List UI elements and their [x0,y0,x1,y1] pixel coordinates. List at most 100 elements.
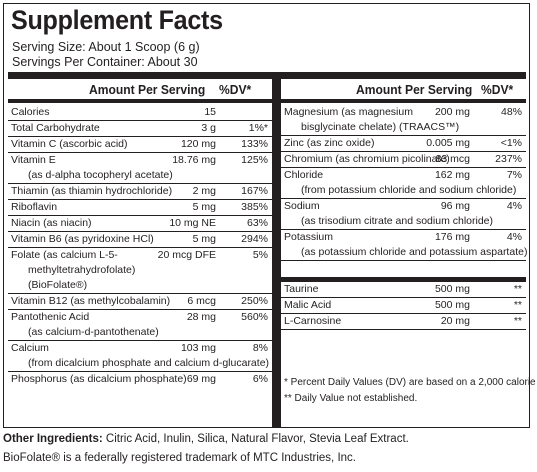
nutrient-source: methyltetrahydrofolate) [28,264,136,276]
nutrient-row: Niacin (as niacin) 10 mg NE 63% [8,216,272,232]
left-header-divider [8,99,272,103]
right-dv-header: %DV* [481,82,514,97]
nutrient-dv: 167% [241,185,268,197]
nutrient-dv: 133% [241,138,268,150]
nutrient-name: Zinc (as zinc oxide) [284,137,375,149]
nutrient-row: Folate (as calcium L-5- 20 mcg DFE 5% methy… [8,248,272,294]
nutrient-dv: 7% [506,169,522,181]
nutrient-name: Chromium (as chromium picolinate) [284,153,450,165]
nutrient-row: Chromium (as chromium picolinate) 83 mcg 2… [281,152,526,168]
nutrient-dv: ** [513,299,522,311]
nutrient-source: (from potassium chloride and sodium chlo… [301,184,517,196]
column-separator [272,72,281,428]
left-nutrient-column: Calories 15 Total Carbohydrate 3 g 1%* Vitami… [8,105,272,387]
section-divider [281,277,526,282]
nutrient-row: Pantothenic Acid 28 mg 560% (as calcium-d-p… [8,310,272,341]
nutrient-name: Magnesium (as magnesium [284,106,413,118]
nutrient-source: (as potassium chloride and potassium asp… [301,246,528,258]
nutrient-name: Potassium [284,231,334,243]
nutrient-amount: 500 mg [434,283,470,295]
nutrient-amount: 5 mg [192,201,216,213]
nutrient-amount: 10 mg NE [169,217,216,229]
nutrient-row: Calories 15 [8,105,272,121]
nutrient-dv: 4% [506,200,522,212]
nutrient-dv: 6% [252,373,268,385]
nutrient-amount: 15 [204,106,216,118]
nutrient-row: Sodium 96 mg 4% (as trisodium citrate and s… [281,199,526,230]
nutrient-dv: 8% [252,342,268,354]
nutrient-amount: 162 mg [434,169,470,181]
other-ingredients-text: Citric Acid, Inulin, Silica, Natural Fla… [102,433,409,445]
nutrient-row: Vitamin B6 (as pyridoxine HCl) 5 mg 294% [8,232,272,248]
nutrient-amount: 5 mg [192,233,216,245]
footnote-dv: * Percent Daily Values (DV) are based on… [284,377,537,388]
nutrient-amount: 83 mcg [435,153,470,165]
nutrient-name: Chloride [284,169,324,181]
nutrient-name: Vitamin B12 (as methylcobalamin) [11,295,171,307]
nutrient-row: Thiamin (as thiamin hydrochloride) 2 mg 16… [8,184,272,200]
nutrient-row: Zinc (as zinc oxide) 0.005 mg <1% [281,136,526,152]
nutrient-amount: 0.005 mg [426,137,470,149]
footnote-not-established: ** Daily Value not established. [284,393,418,404]
nutrient-row: Taurine 500 mg ** [281,282,526,298]
nutrient-dv: 237% [495,153,522,165]
nutrient-source: (BioFolate®) [28,279,88,291]
nutrient-dv: 250% [241,295,268,307]
nutrient-name: L-Carnosine [284,315,342,327]
nutrient-name: Phosphorus (as dicalcium phosphate) [11,373,187,385]
nutrient-dv: 1%* [248,122,268,134]
nutrient-row: Vitamin B12 (as methylcobalamin) 6 mcg 250… [8,294,272,310]
nutrient-row: Vitamin C (ascorbic acid) 120 mg 133% [8,137,272,153]
nutrient-name: Vitamin E [11,154,56,166]
left-dv-header: %DV* [219,82,252,97]
nutrient-dv: 294% [241,233,268,245]
nutrient-amount: 96 mg [440,200,470,212]
nutrient-amount: 20 mg [440,315,470,327]
nutrient-amount: 69 mg [186,373,216,385]
nutrient-source: (from dicalcium phosphate and calcium d-… [28,357,270,369]
nutrient-amount: 28 mg [186,311,216,323]
nutrient-dv: <1% [500,137,522,149]
nutrient-row: Vitamin E 18.76 mg 125% (as d-alpha tocophe… [8,153,272,184]
nutrient-dv: ** [513,283,522,295]
nutrient-source: (as d-alpha tocopheryl acetate) [28,169,173,181]
nutrient-name: Calories [11,106,50,118]
nutrient-amount: 176 mg [434,231,470,243]
nutrient-name: Vitamin C (ascorbic acid) [11,138,128,150]
nutrient-amount: 20 mcg DFE [157,249,216,261]
nutrient-dv: ** [513,315,522,327]
left-amount-header: Amount Per Serving [89,82,206,97]
nutrient-name: Vitamin B6 (as pyridoxine HCl) [11,233,154,245]
nutrient-row: L-Carnosine 20 mg ** [281,314,526,330]
nutrient-name: Total Carbohydrate [11,122,100,134]
nutrient-name: Malic Acid [284,299,332,311]
supplement-facts-panel: Supplement Facts Serving Size: About 1 S… [3,3,537,428]
nutrient-name: Pantothenic Acid [11,311,90,323]
nutrient-dv: 4% [506,231,522,243]
nutrient-row: Potassium 176 mg 4% (as potassium chloride … [281,230,528,261]
right-amount-header: Amount Per Serving [356,82,473,97]
nutrient-source: bisglycinate chelate) (TRAACS™) [301,121,460,133]
nutrient-name: Calcium [11,342,49,354]
other-ingredients-label: Other Ingredients: [3,433,103,445]
nutrient-source: (as calcium-d-pantothenate) [28,326,159,338]
nutrient-row: Riboflavin 5 mg 385% [8,200,272,216]
serving-size: Serving Size: About 1 Scoop (6 g) [12,40,200,54]
nutrient-amount: 18.76 mg [172,154,216,166]
nutrient-amount: 2 mg [192,185,216,197]
trademark-note: BioFolate® is a federally registered tra… [3,452,356,464]
nutrient-amount: 103 mg [180,342,216,354]
right-header-divider [281,99,526,103]
nutrient-dv: 63% [246,217,268,229]
nutrient-amount: 500 mg [434,299,470,311]
nutrient-row: Chloride 162 mg 7% (from potassium chloride… [281,168,526,199]
nutrient-amount: 200 mg [434,106,470,118]
top-divider [8,72,526,79]
nutrient-row: Magnesium (as magnesium 200 mg 48% bisglyci… [281,105,526,136]
section-spacer [281,261,526,277]
nutrient-row: Total Carbohydrate 3 g 1%* [8,121,272,137]
nutrient-name: Sodium [284,200,320,212]
nutrient-dv: 560% [241,311,268,323]
servings-per-container: Servings Per Container: About 30 [12,55,198,69]
nutrient-name: Folate (as calcium L-5- [11,249,118,261]
